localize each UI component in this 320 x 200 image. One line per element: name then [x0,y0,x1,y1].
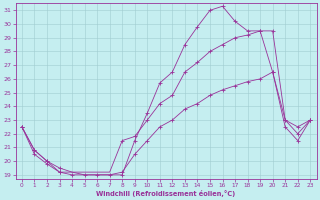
X-axis label: Windchill (Refroidissement éolien,°C): Windchill (Refroidissement éolien,°C) [96,190,236,197]
